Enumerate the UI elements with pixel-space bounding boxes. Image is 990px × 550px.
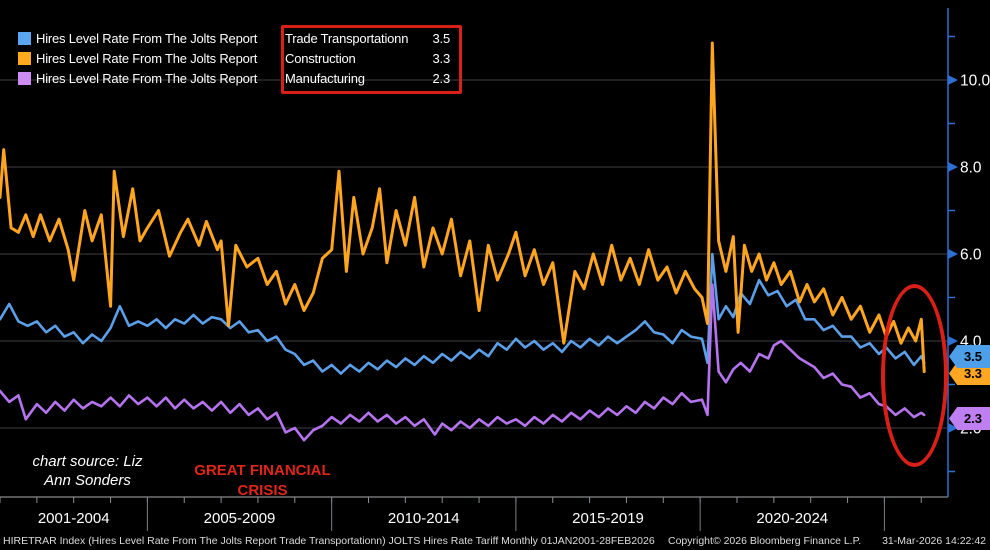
x-axis-label: 2005-2009 (204, 510, 276, 527)
legend-item-manufacturing[interactable]: Hires Level Rate From The Jolts Report M… (18, 68, 458, 88)
y-tick-label: 10.0 (960, 73, 990, 90)
x-axis-label: 2001-2004 (38, 510, 110, 527)
chart-legend: Hires Level Rate From The Jolts Report T… (18, 28, 458, 88)
x-axis-label: 2010-2014 (388, 510, 460, 527)
legend-series-value: 2.3 (432, 70, 451, 86)
y-tick-label: 8.0 (960, 160, 982, 177)
last-value-badge-manufacturing: 2.3 (949, 407, 990, 430)
legend-series-value: 3.3 (432, 50, 451, 66)
gfc-line1: GREAT FINANCIAL (194, 462, 331, 479)
legend-series-value: 3.5 (432, 30, 451, 46)
gfc-line2: CRISIS (237, 482, 288, 499)
copyright-text: Copyright© 2026 Bloomberg Finance L.P. (668, 535, 862, 547)
legend-item-construction[interactable]: Hires Level Rate From The Jolts Report C… (18, 48, 458, 68)
x-axis-label: 2015-2019 (572, 510, 644, 527)
y-tick-arrow-icon (948, 423, 958, 433)
security-description: HIRETRAR Index (Hires Level Rate From Th… (3, 535, 655, 547)
series-line-trade-transportationn (0, 252, 926, 375)
legend-series-name: Trade Transportationn (285, 30, 409, 46)
legend-swatch-purple-icon (18, 71, 31, 85)
timestamp: 31-Mar-2026 14:22:42 (882, 535, 986, 547)
great-financial-crisis-label: GREAT FINANCIAL CRISIS (190, 461, 335, 501)
legend-label-prefix: Hires Level Rate From The Jolts Report (36, 50, 258, 66)
legend-swatch-blue-icon (18, 31, 31, 45)
x-axis-label: 2020-2024 (756, 510, 828, 527)
legend-item-trade-transportation[interactable]: Hires Level Rate From The Jolts Report T… (18, 28, 458, 48)
chart-source-line2: Ann Sonders (44, 472, 131, 489)
series-line-manufacturing (0, 283, 926, 442)
y-tick-label: 6.0 (960, 247, 982, 264)
y-tick-arrow-icon (948, 162, 958, 172)
chart-source-note: chart source: Liz Ann Sonders (10, 452, 165, 490)
last-value-badge-trade-transportation: 3.5 (949, 345, 990, 368)
y-tick-arrow-icon (948, 75, 958, 85)
legend-label-prefix: Hires Level Rate From The Jolts Report (36, 70, 258, 86)
legend-label-prefix: Hires Level Rate From The Jolts Report (36, 30, 258, 46)
legend-swatch-orange-icon (18, 51, 31, 65)
status-bar: HIRETRAR Index (Hires Level Rate From Th… (0, 532, 990, 550)
series-line-construction (0, 41, 926, 373)
y-tick-arrow-icon (948, 249, 958, 259)
legend-series-name: Manufacturing (285, 70, 365, 86)
legend-series-name: Construction (285, 50, 356, 66)
y-tick-arrow-icon (948, 336, 958, 346)
chart-source-line1: chart source: Liz (32, 453, 143, 470)
